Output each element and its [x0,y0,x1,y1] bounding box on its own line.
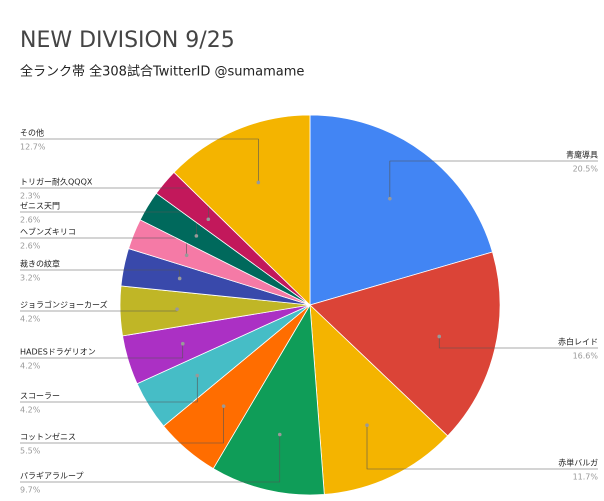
leader-dot [195,373,200,378]
slice-value-label: 3.2% [20,274,41,283]
leader-dot [175,307,179,311]
slice-label: HADESドラゲリオン [20,347,96,357]
leader-dot [194,234,199,238]
slice-value-label: 4.2% [20,315,41,324]
slice-label: その他 [20,128,44,138]
slice-label: トリガー耐久QQQX [20,177,93,187]
leader-line [438,336,598,349]
slice-label: 赤単バルガ [558,458,598,468]
chart-title: NEW DIVISION 9/25 [20,28,235,53]
leader-dot [256,180,261,185]
slice-value-label: 2.6% [20,216,41,225]
slice-label: コットンゼニス [20,432,76,442]
slice-value-label: 4.2% [20,406,41,415]
leader-dot [180,341,185,346]
leader-line [20,406,224,444]
leader-line [20,138,259,183]
slice-label: 赤白レイド [558,337,598,347]
slice-value-label: 5.5% [20,447,41,456]
chart-subtitle: 全ランク帯 全308試合TwitterID @sumamame [20,64,304,80]
slice-value-label: 2.3% [20,192,41,201]
leader-dot [184,253,189,258]
leader-dot [277,432,282,437]
slice-value-label: 12.7% [20,143,46,152]
pie-slice [173,114,311,306]
leader-line [20,434,281,483]
slice-value-label: 16.6% [573,352,599,361]
leader-dot [365,423,369,427]
leader-dot [388,196,392,201]
slice-value-label: 2.6% [20,242,41,251]
leader-dot [221,404,226,408]
slice-label: スコーラー [20,392,60,401]
leader-dot [177,276,182,281]
slice-label: ヘブンズキリコ [20,227,76,237]
slice-label: 裁きの紋章 [20,259,60,269]
leader-line [389,160,598,199]
leader-line [20,343,184,359]
slice-value-label: 9.7% [20,486,41,495]
slice-label: ジョラゴンジョーカーズ [20,300,108,310]
leader-line [20,269,180,279]
leader-dot [206,217,211,222]
pie-slice [309,114,493,306]
pie-slice [212,303,325,496]
leader-line [20,375,198,403]
slice-value-label: 11.7% [573,473,599,482]
slice-value-label: 20.5% [573,165,599,174]
slice-label: パラギアラループ [20,472,84,481]
slice-label: 青魔導具 [566,150,598,160]
slice-value-label: 4.2% [20,362,41,371]
slice-label: ゼニス天門 [20,201,60,211]
pie-slice [309,251,501,437]
leader-dot [437,334,442,339]
leader-line [366,425,598,470]
pie-slice [309,303,449,495]
